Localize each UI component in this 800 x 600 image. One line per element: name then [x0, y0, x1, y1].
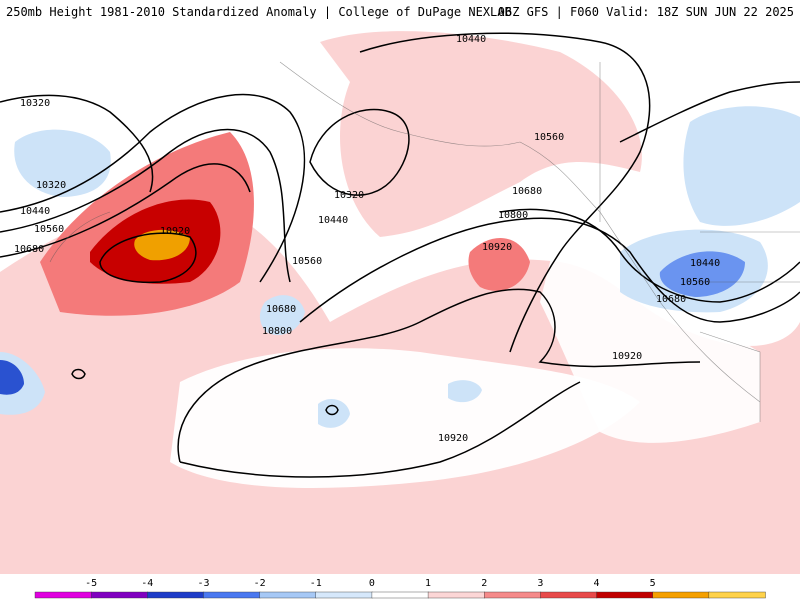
contour-label: 10680	[14, 244, 44, 255]
contour-10920-main	[177, 288, 701, 463]
contour-label: 10560	[680, 277, 710, 288]
colorbar-segment	[652, 591, 710, 599]
colorbar-segment	[540, 591, 598, 599]
contour-label: 10680	[266, 304, 296, 315]
contour-label: 10920	[160, 226, 190, 237]
contour-label: 10560	[534, 132, 564, 143]
contour-10320-central	[309, 108, 410, 196]
colorbar-tick-label: -3	[197, 578, 209, 589]
colorbar-segment	[315, 591, 373, 599]
colorbar-tick-label: 4	[594, 578, 600, 589]
contour-10920-south	[179, 381, 581, 478]
colorbar-tick-label: -4	[141, 578, 153, 589]
colorbar-segment	[371, 591, 429, 599]
contour-label-group: 10320 10320 10440 10560 10680 10920 1032…	[14, 34, 720, 444]
colorbar-segment	[147, 591, 205, 599]
chart-title: 250mb Height 1981-2010 Standardized Anom…	[6, 5, 512, 19]
colorbar-tick-label: 5	[650, 578, 656, 589]
colorbar-tick-label: 0	[369, 578, 375, 589]
contour-label: 10680	[656, 294, 686, 305]
neutral-area-south	[170, 348, 640, 488]
colorbar-segment	[427, 591, 485, 599]
colorbar-tick-label: 2	[481, 578, 487, 589]
contour-10560-west	[0, 128, 291, 283]
contour-small-loop	[71, 368, 86, 380]
colorbar-tick-label: 1	[425, 578, 431, 589]
model-run-info: 06Z GFS | F060 Valid: 18Z SUN JUN 22 202…	[497, 5, 794, 19]
contour-10800	[299, 217, 800, 323]
contour-label: 10800	[498, 210, 528, 221]
negative-anomaly-canada	[683, 106, 800, 226]
colorbar-tick-labels: -5 -4 -3 -2 -1 0 1 2 3 4 5	[85, 578, 656, 589]
contour-label: 10440	[456, 34, 486, 45]
contour-label: 10680	[512, 186, 542, 197]
negative-anomaly-kamchatka	[14, 129, 111, 197]
colorbar-segment	[708, 591, 766, 599]
coastlines	[49, 61, 800, 422]
positive-anomaly-gulf-alaska	[320, 31, 642, 238]
height-contours	[0, 32, 800, 478]
contour-label: 10320	[36, 180, 66, 191]
anomaly-map: 10320 10320 10440 10560 10680 10920 1032…	[0, 31, 800, 574]
negative-anomaly-small-1	[259, 295, 305, 336]
colorbar-tick-label: -2	[254, 578, 266, 589]
contour-10680-west	[0, 163, 251, 258]
colorbar-segment	[203, 591, 261, 599]
colorbar-segment	[34, 591, 92, 599]
positive-anomaly-max	[134, 229, 190, 261]
colorbar-segments	[34, 591, 766, 599]
negative-anomaly-pacific-nw-core	[659, 251, 745, 297]
contour-label: 10440	[690, 258, 720, 269]
negative-anomaly-west-edge-core	[0, 360, 24, 395]
contour-label: 10560	[292, 256, 322, 267]
colorbar-segment	[259, 591, 317, 599]
contour-label: 10800	[262, 326, 292, 337]
anomaly-shading	[0, 31, 800, 574]
negative-anomaly-small-3	[448, 380, 482, 403]
colorbar-segment	[484, 591, 542, 599]
contour-small-loop-2	[325, 404, 339, 416]
contour-label: 10560	[34, 224, 64, 235]
chart-header: 250mb Height 1981-2010 Standardized Anom…	[0, 0, 800, 22]
colorbar-segment	[596, 591, 654, 599]
contour-10440-west	[0, 93, 306, 283]
colorbar-segment	[90, 591, 149, 599]
positive-anomaly-east	[468, 238, 530, 291]
contour-label: 10920	[482, 242, 512, 253]
contour-label: 10920	[612, 351, 642, 362]
colorbar: -5 -4 -3 -2 -1 0 1 2 3 4 5	[0, 574, 800, 600]
neutral-area-east-coast	[540, 222, 760, 443]
contour-label: 10440	[20, 206, 50, 217]
contour-10920-closed	[99, 232, 197, 284]
contour-10560-east	[619, 81, 800, 143]
contour-label: 10920	[438, 433, 468, 444]
colorbar-tick-label: -1	[310, 578, 322, 589]
colorbar-tick-label: 3	[537, 578, 543, 589]
colorbar-tick-label: -5	[85, 578, 97, 589]
contour-label: 10440	[318, 215, 348, 226]
contour-label: 10320	[20, 98, 50, 109]
contour-label: 10320	[334, 190, 364, 201]
